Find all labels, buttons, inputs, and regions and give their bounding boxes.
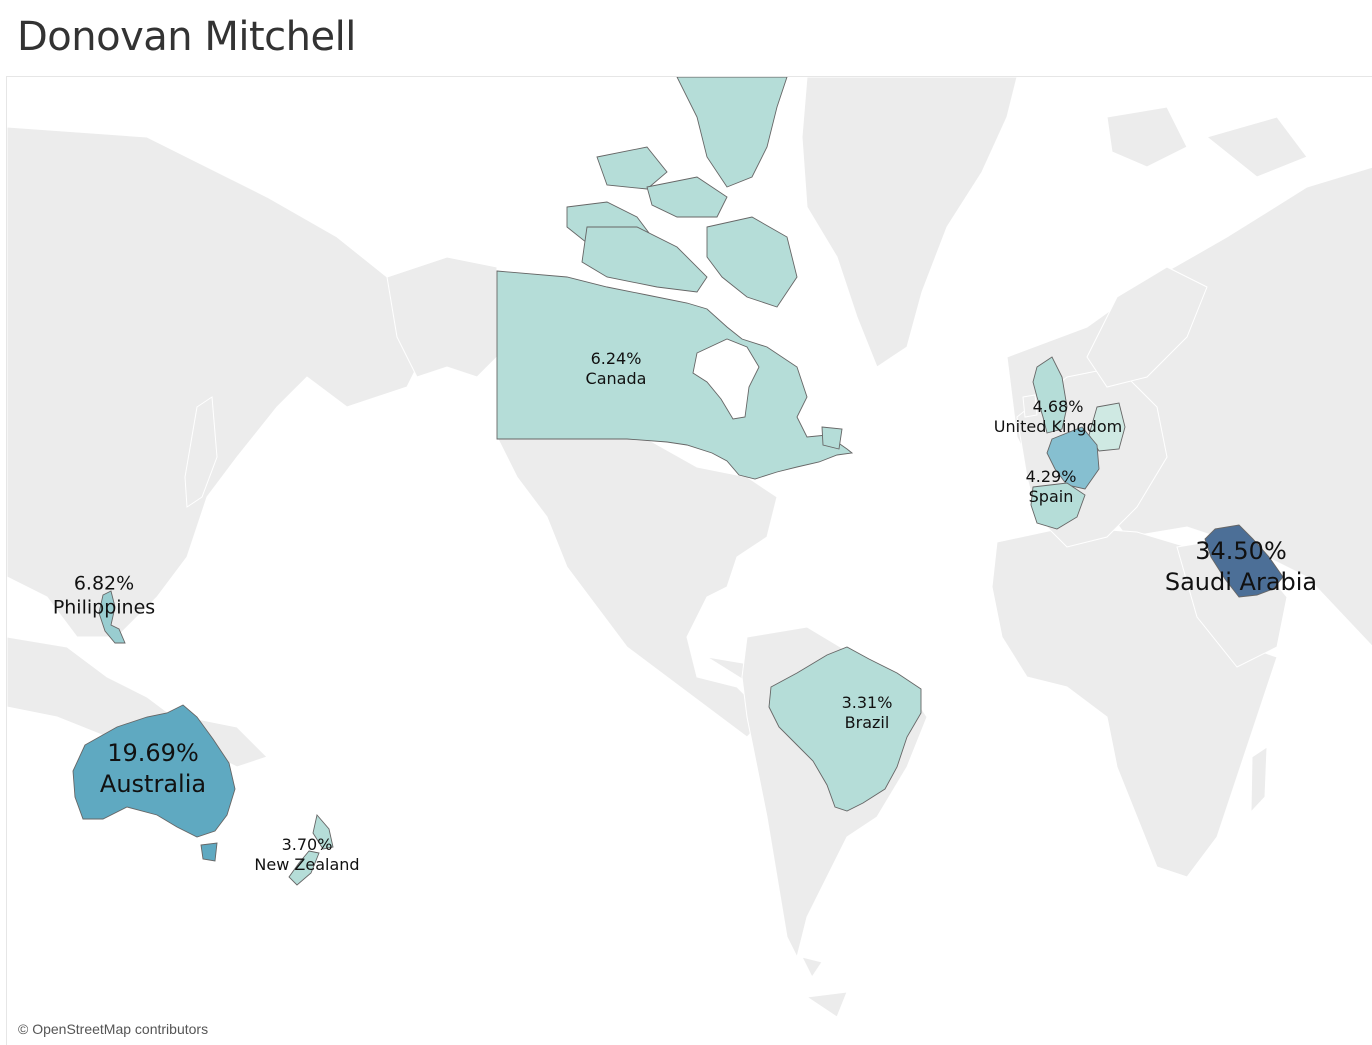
label-spain-name: Spain bbox=[1028, 487, 1074, 506]
label-united-kingdom-name: United Kingdom bbox=[993, 417, 1123, 436]
region-canada-arctic-3[interactable] bbox=[596, 146, 668, 190]
region-new-zealand-south[interactable] bbox=[288, 850, 320, 886]
label-spain: 4.29% Spain bbox=[1026, 467, 1077, 507]
map-attribution[interactable]: © OpenStreetMap contributors bbox=[18, 1021, 209, 1037]
region-australia[interactable] bbox=[72, 704, 236, 838]
label-saudi-arabia-name: Saudi Arabia bbox=[1164, 568, 1318, 596]
label-brazil-name: Brazil bbox=[844, 713, 890, 732]
basemap-land bbox=[7, 77, 1372, 1018]
label-united-kingdom: 4.68% United Kingdom bbox=[994, 397, 1122, 437]
region-brazil[interactable] bbox=[768, 646, 922, 812]
region-united-kingdom[interactable] bbox=[1032, 356, 1068, 434]
region-canada-arctic-1[interactable] bbox=[676, 77, 788, 188]
region-canada-newfoundland[interactable] bbox=[821, 426, 843, 450]
label-new-zealand-name: New Zealand bbox=[254, 855, 360, 874]
region-australia-tasmania[interactable] bbox=[200, 842, 218, 862]
map-view[interactable]: 34.50% Saudi Arabia 19.69% Australia 6.8… bbox=[6, 76, 1372, 1045]
label-brazil: 3.31% Brazil bbox=[842, 693, 893, 733]
region-canada-arctic-4[interactable] bbox=[581, 226, 708, 293]
label-spain-percent: 4.29% bbox=[1025, 467, 1077, 486]
region-spain[interactable] bbox=[1030, 482, 1086, 530]
label-new-zealand-percent: 3.70% bbox=[281, 835, 333, 854]
label-philippines: 6.82% Philippines bbox=[53, 572, 155, 620]
label-australia-name: Australia bbox=[99, 770, 207, 798]
region-canada-arctic-6[interactable] bbox=[646, 176, 728, 218]
highlighted-countries[interactable] bbox=[72, 77, 1284, 886]
label-saudi-arabia: 34.50% Saudi Arabia bbox=[1165, 536, 1317, 598]
label-australia: 19.69% Australia bbox=[100, 738, 206, 800]
label-saudi-arabia-percent: 34.50% bbox=[1195, 536, 1287, 565]
label-philippines-name: Philippines bbox=[52, 596, 156, 618]
region-saudi-arabia[interactable] bbox=[1204, 524, 1284, 598]
region-canada-arctic-5[interactable] bbox=[706, 216, 798, 308]
label-canada-percent: 6.24% bbox=[590, 349, 642, 368]
region-canada[interactable] bbox=[496, 270, 854, 480]
label-united-kingdom-percent: 4.68% bbox=[1032, 397, 1084, 416]
region-philippines[interactable] bbox=[98, 590, 126, 644]
label-brazil-percent: 3.31% bbox=[841, 693, 893, 712]
label-philippines-percent: 6.82% bbox=[73, 572, 135, 595]
region-france[interactable] bbox=[1046, 426, 1100, 490]
label-australia-percent: 19.69% bbox=[107, 738, 199, 767]
world-map[interactable] bbox=[7, 77, 1372, 1045]
label-new-zealand: 3.70% New Zealand bbox=[254, 835, 359, 875]
label-canada: 6.24% Canada bbox=[586, 349, 647, 389]
page-title: Donovan Mitchell bbox=[17, 14, 356, 60]
region-new-zealand[interactable] bbox=[312, 814, 334, 850]
label-canada-name: Canada bbox=[585, 369, 647, 388]
